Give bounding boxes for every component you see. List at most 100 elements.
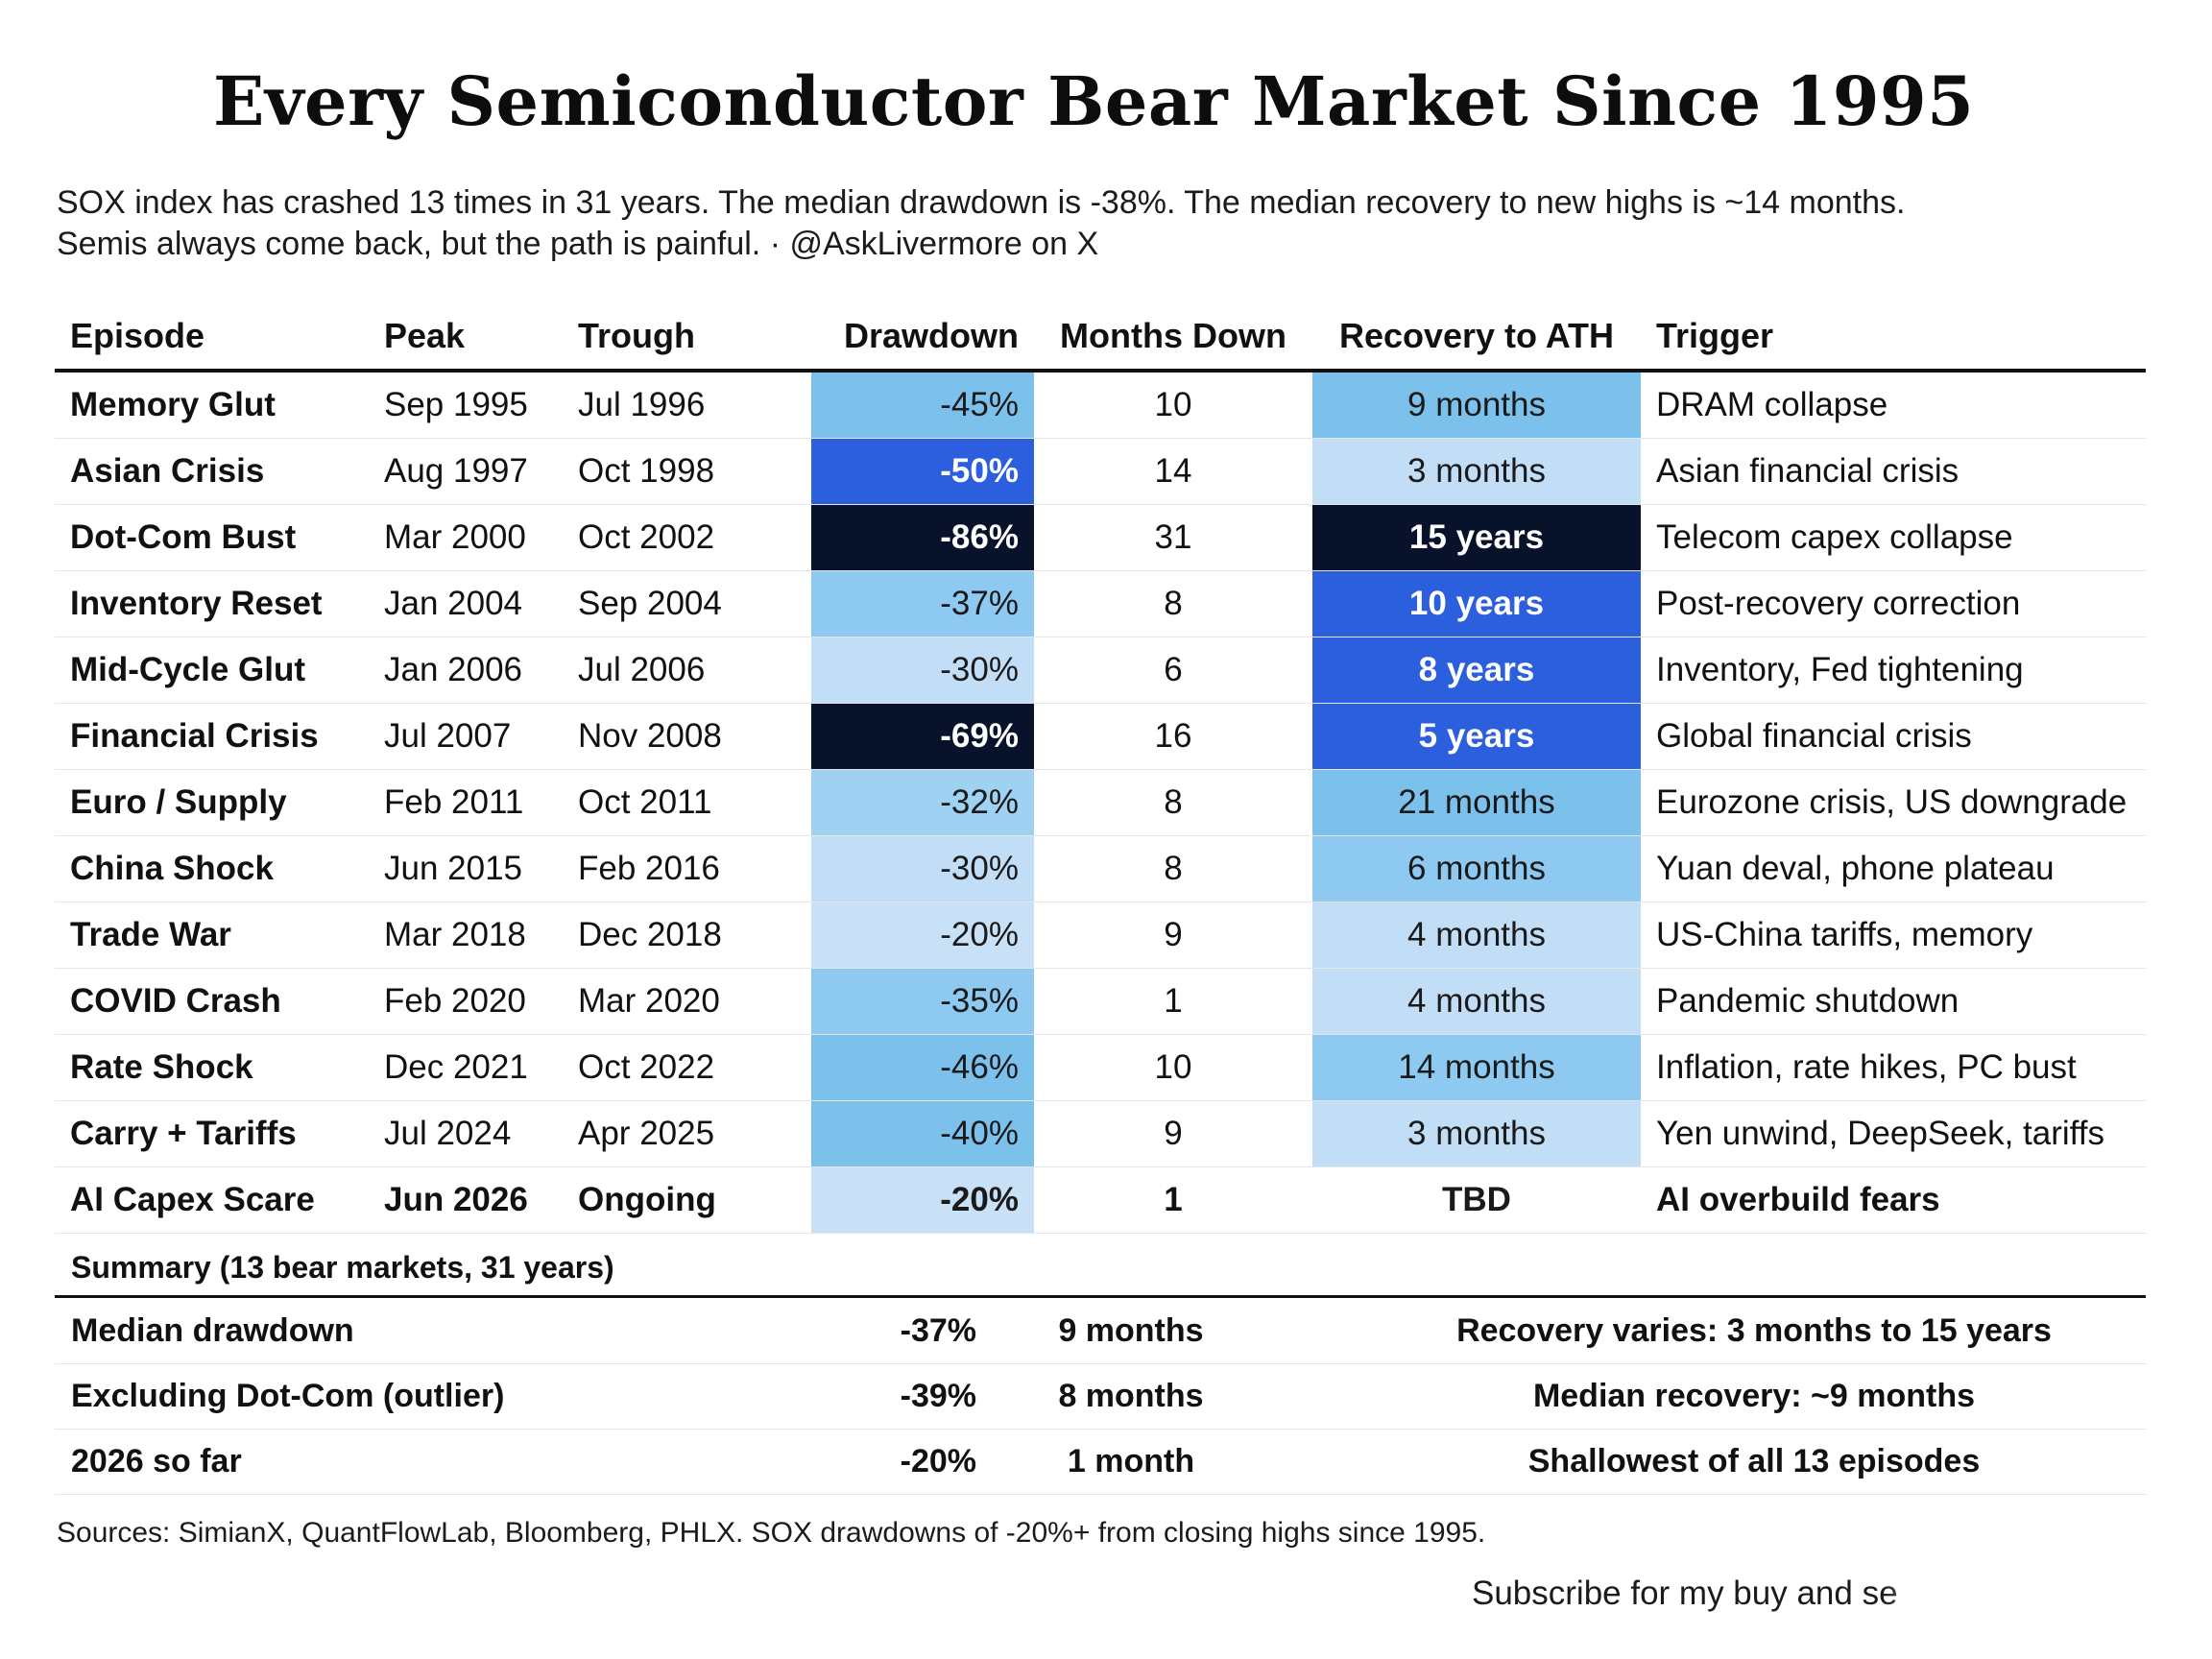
cell-peak: Jul 2024 — [369, 1100, 563, 1167]
cell-drawdown: -40% — [811, 1100, 1034, 1167]
cell-recovery: 8 years — [1312, 637, 1641, 704]
cell-trough: Sep 2004 — [563, 570, 811, 637]
cell-months-down: 10 — [1034, 1034, 1312, 1101]
cell-episode: Trade War — [55, 902, 369, 969]
cell-drawdown: -37% — [811, 570, 1034, 637]
subtitle-line-1: SOX index has crashed 13 times in 31 yea… — [57, 184, 1906, 221]
summary-row: 2026 so far -20% 1 month Shallowest of all … — [55, 1429, 2146, 1495]
cell-peak: Jul 2007 — [369, 703, 563, 770]
table-row: Asian Crisis Aug 1997 Oct 1998 -50% 14 3 mont… — [55, 438, 2146, 505]
cell-months-down: 1 — [1034, 1166, 1312, 1234]
cell-peak: Jun 2026 — [369, 1166, 563, 1234]
cell-drawdown: -20% — [811, 1166, 1034, 1234]
table-row: COVID Crash Feb 2020 Mar 2020 -35% 1 4 months… — [55, 968, 2146, 1035]
table-header-row: Episode Peak Trough Drawdown Months Down… — [55, 303, 2146, 373]
table-row: Financial Crisis Jul 2007 Nov 2008 -69% 16 5 … — [55, 703, 2146, 770]
cell-trigger: US-China tariffs, memory — [1641, 902, 2146, 969]
cell-episode: China Shock — [55, 835, 369, 902]
column-header-trigger: Trigger — [1641, 303, 2146, 373]
summary-months: 1 month — [1067, 1443, 1195, 1479]
table-row: Trade War Mar 2018 Dec 2018 -20% 9 4 months US… — [55, 902, 2146, 969]
cell-peak: Jun 2015 — [369, 835, 563, 902]
summary-label: Median drawdown — [71, 1312, 354, 1349]
cell-months-down: 31 — [1034, 504, 1312, 571]
summary-months: 8 months — [1058, 1378, 1204, 1414]
cell-recovery: 14 months — [1312, 1034, 1641, 1101]
table-row: Dot-Com Bust Mar 2000 Oct 2002 -86% 31 15 yea… — [55, 504, 2146, 571]
cell-trough: Dec 2018 — [563, 902, 811, 969]
cell-peak: Sep 1995 — [369, 371, 563, 439]
cell-episode: Rate Shock — [55, 1034, 369, 1101]
cell-drawdown: -46% — [811, 1034, 1034, 1101]
summary-drawdown: -37% — [900, 1312, 976, 1349]
table-row: Memory Glut Sep 1995 Jul 1996 -45% 10 9 month… — [55, 371, 2146, 439]
cell-recovery: 9 months — [1312, 371, 1641, 439]
cell-recovery: 3 months — [1312, 438, 1641, 505]
cell-months-down: 14 — [1034, 438, 1312, 505]
cell-peak: Feb 2011 — [369, 769, 563, 836]
subscribe-text: Subscribe for my buy and se — [1472, 1575, 1898, 1612]
cell-peak: Jan 2004 — [369, 570, 563, 637]
cell-trough: Ongoing — [563, 1166, 811, 1234]
cell-recovery: 5 years — [1312, 703, 1641, 770]
column-header-episode: Episode — [55, 303, 369, 373]
cell-peak: Feb 2020 — [369, 968, 563, 1035]
cell-drawdown: -50% — [811, 438, 1034, 505]
column-header-peak: Peak — [369, 303, 563, 373]
table-row: China Shock Jun 2015 Feb 2016 -30% 8 6 months… — [55, 835, 2146, 902]
cell-trigger: AI overbuild fears — [1641, 1166, 2146, 1234]
cell-months-down: 9 — [1034, 902, 1312, 969]
cell-trigger: Asian financial crisis — [1641, 438, 2146, 505]
cell-months-down: 16 — [1034, 703, 1312, 770]
cell-recovery: 15 years — [1312, 504, 1641, 571]
table-row: Rate Shock Dec 2021 Oct 2022 -46% 10 14 month… — [55, 1034, 2146, 1101]
cell-trigger: Inventory, Fed tightening — [1641, 637, 2146, 704]
cell-trough: Jul 1996 — [563, 371, 811, 439]
cell-episode: Financial Crisis — [55, 703, 369, 770]
subtitle-line-2: Semis always come back, but the path is … — [57, 226, 1099, 262]
cell-months-down: 8 — [1034, 835, 1312, 902]
cell-trough: Oct 2022 — [563, 1034, 811, 1101]
cell-episode: Memory Glut — [55, 371, 369, 439]
column-header-trough: Trough — [563, 303, 811, 373]
table-row: Mid-Cycle Glut Jan 2006 Jul 2006 -30% 6 8 yea… — [55, 637, 2146, 704]
cell-months-down: 8 — [1034, 769, 1312, 836]
cell-trigger: DRAM collapse — [1641, 371, 2146, 439]
summary-note: Shallowest of all 13 episodes — [1527, 1443, 1981, 1479]
summary-divider — [55, 1295, 2146, 1298]
summary-row: Excluding Dot-Com (outlier) -39% 8 months M… — [55, 1363, 2146, 1430]
cell-episode: Carry + Tariffs — [55, 1100, 369, 1167]
cell-peak: Mar 2000 — [369, 504, 563, 571]
cell-trigger: Global financial crisis — [1641, 703, 2146, 770]
cell-drawdown: -86% — [811, 504, 1034, 571]
cell-recovery: 10 years — [1312, 570, 1641, 637]
cell-months-down: 8 — [1034, 570, 1312, 637]
cell-recovery: TBD — [1312, 1166, 1641, 1234]
cell-drawdown: -30% — [811, 835, 1034, 902]
cell-episode: Mid-Cycle Glut — [55, 637, 369, 704]
cell-recovery: 4 months — [1312, 902, 1641, 969]
cell-episode: AI Capex Scare — [55, 1166, 369, 1234]
summary-note: Recovery varies: 3 months to 15 years — [1456, 1312, 2052, 1349]
cell-drawdown: -69% — [811, 703, 1034, 770]
summary-drawdown: -39% — [900, 1378, 976, 1414]
cell-episode: Euro / Supply — [55, 769, 369, 836]
cell-recovery: 3 months — [1312, 1100, 1641, 1167]
summary-title: Summary (13 bear markets, 31 years) — [71, 1250, 614, 1285]
table-row: Inventory Reset Jan 2004 Sep 2004 -37% 8 10 y… — [55, 570, 2146, 637]
table-body: Memory Glut Sep 1995 Jul 1996 -45% 10 9 month… — [55, 371, 2146, 1234]
cell-trough: Nov 2008 — [563, 703, 811, 770]
bear-market-table: Episode Peak Trough Drawdown Months Down… — [55, 303, 2146, 1234]
cell-trigger: Yuan deval, phone plateau — [1641, 835, 2146, 902]
cell-months-down: 6 — [1034, 637, 1312, 704]
page-title: Every Semiconductor Bear Market Since 19… — [213, 61, 1975, 141]
cell-trough: Oct 2002 — [563, 504, 811, 571]
cell-trough: Mar 2020 — [563, 968, 811, 1035]
summary-drawdown: -20% — [900, 1443, 976, 1479]
summary-row: Median drawdown -37% 9 months Recovery vari… — [55, 1298, 2146, 1364]
cell-months-down: 10 — [1034, 371, 1312, 439]
cell-drawdown: -35% — [811, 968, 1034, 1035]
cell-drawdown: -32% — [811, 769, 1034, 836]
cell-episode: Dot-Com Bust — [55, 504, 369, 571]
cell-episode: Asian Crisis — [55, 438, 369, 505]
